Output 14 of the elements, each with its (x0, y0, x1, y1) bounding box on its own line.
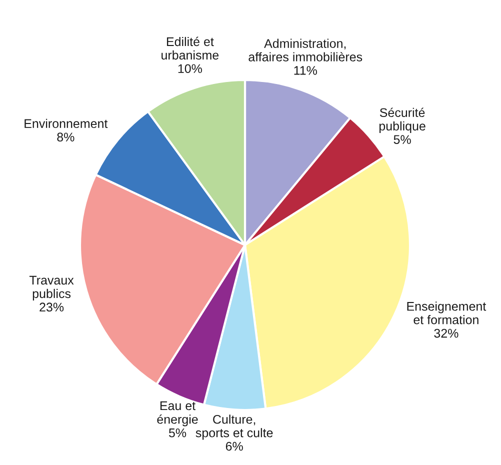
data-label: 8% (57, 132, 74, 142)
data-label: 10% (178, 64, 202, 74)
slice-label: Administration, affaires immobilières (248, 38, 362, 62)
slice-label: Enseignement et formation (407, 302, 486, 324)
data-label: 5% (394, 135, 411, 144)
slice-label: Sécurité publique (379, 108, 426, 133)
slice-label: Edilité et urbanisme (162, 36, 219, 60)
data-label: 32% (434, 328, 458, 338)
data-label: 11% (294, 66, 317, 75)
data-label: 5% (168, 428, 186, 438)
data-label: 6% (226, 442, 243, 451)
slice-label: Environnement (24, 118, 108, 128)
slice-label: Travaux publics (29, 276, 74, 301)
data-label: 23% (40, 302, 64, 312)
